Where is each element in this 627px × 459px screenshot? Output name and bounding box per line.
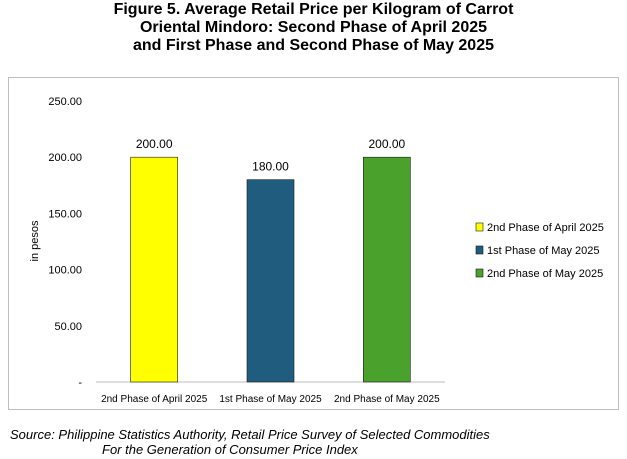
legend-swatch	[475, 245, 484, 255]
source-line-2: For the Generation of Consumer Price Ind…	[102, 442, 358, 457]
bar	[130, 156, 178, 383]
x-tick-label: 2nd Phase of April 2025	[101, 394, 208, 405]
legend-label: 1st Phase of May 2025	[487, 245, 600, 257]
data-label: 200.00	[136, 137, 173, 151]
data-label: 200.00	[368, 137, 405, 151]
y-tick-label: 150.00	[48, 208, 82, 220]
y-tick-label: 100.00	[48, 265, 82, 277]
x-tick-label: 2nd Phase of May 2025	[334, 394, 440, 405]
y-tick-label: 50.00	[54, 321, 82, 333]
title-line-2: Oriental Mindoro: Second Phase of April …	[139, 19, 488, 36]
legend-label: 2nd Phase of April 2025	[487, 222, 604, 234]
data-label: 180.00	[252, 160, 289, 174]
source-note: Source: Philippine Statistics Authority,…	[10, 427, 490, 457]
chart-frame	[8, 77, 619, 410]
chart-title: Figure 5. Average Retail Price per Kilog…	[0, 1, 627, 55]
y-tick-label: 250.00	[48, 96, 82, 108]
title-line-1: Figure 5. Average Retail Price per Kilog…	[113, 1, 514, 18]
y-axis-label: in pesos	[29, 220, 41, 261]
y-tick-label: -	[78, 377, 82, 389]
legend-swatch	[475, 268, 484, 278]
y-tick-label: 200.00	[48, 152, 82, 164]
bar	[246, 179, 295, 383]
source-line-1: Source: Philippine Statistics Authority,…	[10, 427, 490, 442]
bar	[363, 156, 411, 383]
title-line-3: and First Phase and Second Phase of May …	[132, 37, 494, 54]
x-tick-label: 1st Phase of May 2025	[219, 394, 322, 405]
legend-swatch	[475, 222, 484, 232]
legend-label: 2nd Phase of May 2025	[487, 268, 603, 280]
